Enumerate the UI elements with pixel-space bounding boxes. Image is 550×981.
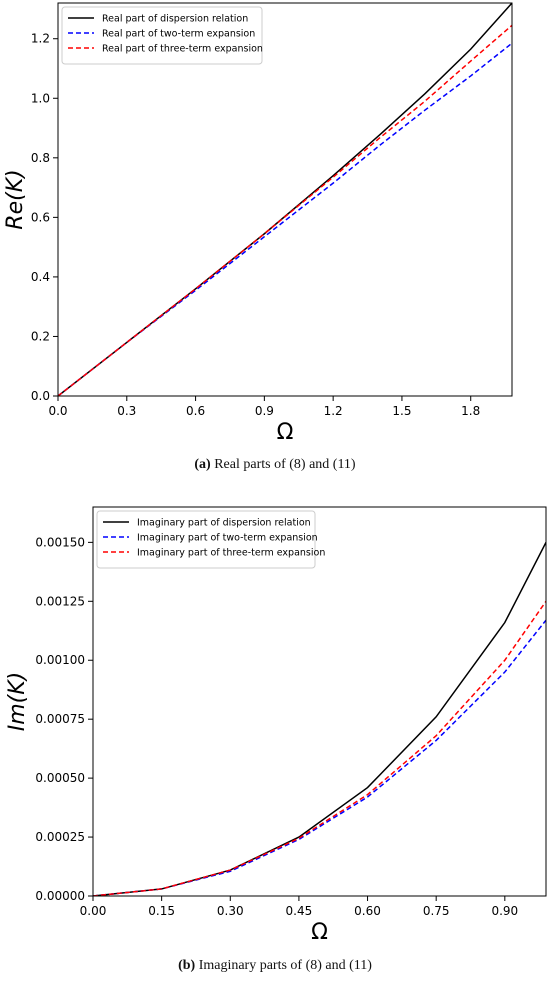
x-tick-label: 1.2 xyxy=(324,404,343,418)
legend-label-1: Imaginary part of dispersion relation xyxy=(137,518,311,529)
y-tick-label: 0.8 xyxy=(31,151,50,165)
y-tick-label: 1.0 xyxy=(31,91,50,105)
legend-box xyxy=(61,6,263,65)
y-tick-label: 0.00050 xyxy=(35,771,85,785)
y-tick-label: 0.00125 xyxy=(35,594,85,608)
imaginary-part-chart: 0.00 0.15 0.30 0.45 0.60 0.75 0.90 0.00000 0.000… xyxy=(5,506,547,945)
x-tick-label: 1.8 xyxy=(461,404,480,418)
series-line-2 xyxy=(93,619,546,896)
y-axis-label: Im(K) xyxy=(5,672,30,732)
series-line-1 xyxy=(93,542,546,896)
y-tick-label: 0.4 xyxy=(31,270,50,284)
y-axis-label: Re(K) xyxy=(3,169,28,229)
legend-label-1: Real part of dispersion relation xyxy=(102,14,248,25)
legend-box xyxy=(96,510,316,569)
x-tick-label: 0.75 xyxy=(423,904,450,918)
y-tick-label: 0.00075 xyxy=(35,712,85,726)
legend-label-3: Imaginary part of three-term expansion xyxy=(137,548,325,559)
y-tick-label: 0.00100 xyxy=(35,653,85,667)
y-tick-label: 0.0 xyxy=(31,389,50,403)
x-tick-label: 0.15 xyxy=(148,904,175,918)
plot-lines xyxy=(93,542,546,896)
x-tick-label: 0.30 xyxy=(217,904,244,918)
x-tick-label: 0.00 xyxy=(80,904,107,918)
y-tick-label: 1.2 xyxy=(31,32,50,46)
y-tick-label: 0.00025 xyxy=(35,830,85,844)
series-line-3 xyxy=(58,24,512,396)
x-tick-label: 0.45 xyxy=(286,904,313,918)
x-tick-label: 0.60 xyxy=(354,904,381,918)
y-tick-label: 0.2 xyxy=(31,329,50,343)
x-tick-label: 0.3 xyxy=(117,404,136,418)
caption-a-text: Real parts of (8) and (11) xyxy=(210,457,356,472)
x-axis-label: Ω xyxy=(311,920,328,945)
legend-label-2: Imaginary part of two-term expansion xyxy=(137,533,318,544)
caption-a-label: (a) xyxy=(194,457,211,472)
y-tick-label: 0.00000 xyxy=(35,889,85,903)
legend-label-3: Real part of three-term expansion xyxy=(102,44,263,55)
x-tick-label: 0.90 xyxy=(491,904,518,918)
caption-b-text: Imaginary parts of (8) and (11) xyxy=(195,958,372,973)
real-part-chart: 0.0 0.3 0.6 0.9 1.2 1.5 1.8 0.0 0.2 0.4 0.6 0.8 1.0 1… xyxy=(3,2,513,445)
y-tick-label: 0.00150 xyxy=(35,535,85,549)
x-tick-label: 1.5 xyxy=(392,404,411,418)
plot-lines xyxy=(58,3,512,396)
x-axis-label: Ω xyxy=(277,420,294,445)
series-line-3 xyxy=(93,600,546,896)
plot-frame xyxy=(92,506,547,897)
legend-label-2: Real part of two-term expansion xyxy=(102,29,255,40)
caption-a: (a) Real parts of (8) and (11) xyxy=(0,457,550,473)
x-tick-label: 0.0 xyxy=(48,404,67,418)
y-tick-label: 0.6 xyxy=(31,210,50,224)
x-tick-label: 0.9 xyxy=(255,404,274,418)
plot-frame xyxy=(57,2,513,397)
caption-b-label: (b) xyxy=(178,958,196,973)
x-tick-label: 0.6 xyxy=(186,404,205,418)
caption-b: (b) Imaginary parts of (8) and (11) xyxy=(0,958,550,974)
